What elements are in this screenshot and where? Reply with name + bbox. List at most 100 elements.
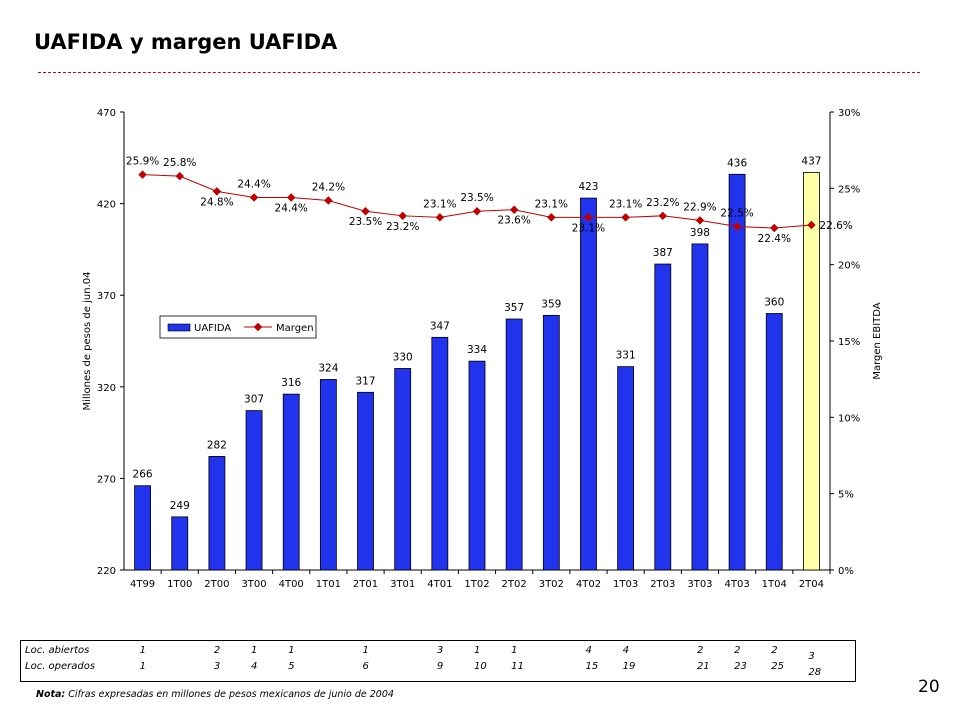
y2-tick-label: 30% <box>838 108 860 119</box>
title-divider <box>38 72 920 73</box>
bar-uafida <box>580 197 597 571</box>
y2-tick-label: 20% <box>838 261 860 272</box>
margin-point <box>398 211 407 221</box>
stats-cell: 1 <box>288 645 295 656</box>
bar-value-label: 316 <box>281 377 301 389</box>
bar-uafida <box>171 516 189 571</box>
bar-value-label: 387 <box>653 247 673 259</box>
stats-row-label: Loc. operados <box>25 661 96 672</box>
uafida-chart: 220 270 320 370 420 470 0% 5% 10% 15% 20% 25% 30% Mil… <box>82 108 883 590</box>
y-tick-label: 220 <box>97 566 116 577</box>
stats-cell: 2 <box>213 645 221 656</box>
margin-value-label: 23.5% <box>349 216 382 228</box>
y-tick-label: 370 <box>97 291 116 302</box>
y2-tick-label: 5% <box>838 490 854 501</box>
x-tick-label: 2T04 <box>799 579 824 590</box>
x-tick-label: 4T02 <box>576 579 601 590</box>
stats-cell: 6 <box>362 661 369 672</box>
bar-value-label: 360 <box>764 297 784 309</box>
bar-value-label: 436 <box>727 157 747 169</box>
bar-value-label: 347 <box>430 320 450 332</box>
margin-point <box>435 213 445 222</box>
margin-value-label: 23.2% <box>386 221 419 233</box>
x-tick-label: 2T01 <box>353 579 378 590</box>
stats-cell: 3 <box>436 645 444 656</box>
y-tick-label: 420 <box>97 200 116 211</box>
bar-uafida <box>208 456 226 571</box>
legend-marker-margen <box>253 322 263 332</box>
legend-box <box>159 315 317 339</box>
bar-uafida <box>357 391 374 571</box>
margin-point <box>212 187 222 196</box>
margin-point <box>621 213 630 222</box>
margin-point <box>509 205 519 214</box>
stats-cell: 1 <box>251 645 258 656</box>
bar-uafida <box>394 368 412 571</box>
legend-label-margen: Margen <box>276 323 314 334</box>
stats-cell: 2 <box>771 645 778 656</box>
y-tick-label: 470 <box>97 108 116 119</box>
legend-label-uafida: UAFIDA <box>194 323 231 334</box>
margin-value-label: 24.8% <box>200 196 233 208</box>
margin-point <box>249 193 259 202</box>
bar-uafida <box>654 263 672 571</box>
bar-value-label: 423 <box>578 181 598 193</box>
stats-cell: 23 <box>734 661 747 672</box>
margin-value-label: 23.1% <box>535 198 568 210</box>
bar-uafida <box>803 172 820 571</box>
margin-value-label: 24.2% <box>312 182 345 194</box>
y2-tick-label: 25% <box>838 184 860 195</box>
x-tick-label: 2T03 <box>650 579 675 590</box>
margin-value-label: 23.1% <box>609 198 642 210</box>
margin-value-label: 22.6% <box>819 220 852 232</box>
stats-cell: 4 <box>251 661 258 672</box>
bar-uafida <box>542 314 560 571</box>
footnote-label: Nota: <box>36 689 66 700</box>
bar-value-label: 317 <box>356 375 376 387</box>
stats-cell: 1 <box>362 645 369 656</box>
margin-point <box>658 211 668 221</box>
margin-point <box>175 171 184 181</box>
y2-tick-label: 0% <box>838 566 854 577</box>
bar-value-label: 307 <box>244 394 264 406</box>
x-tick-label: 2T02 <box>502 579 527 590</box>
x-tick-label: 4T99 <box>130 579 155 590</box>
bar-value-label: 437 <box>801 155 821 167</box>
bar-uafida <box>728 173 746 571</box>
x-tick-label: 2T00 <box>204 579 229 590</box>
margin-point <box>472 206 482 216</box>
margin-point <box>324 196 333 205</box>
stats-cell: 28 <box>808 667 822 678</box>
bar-value-label: 282 <box>207 439 227 451</box>
bar-value-label: 266 <box>133 469 153 481</box>
y-axis-title: Millones de pesos de jun.04 <box>82 272 93 411</box>
y2-tick-label: 10% <box>838 413 860 424</box>
stats-cell: 15 <box>585 661 599 672</box>
y2-tick-label: 15% <box>838 337 860 348</box>
bar-value-label: 359 <box>541 298 561 310</box>
margin-value-label: 23.5% <box>460 192 493 204</box>
bar-value-label: 324 <box>318 362 338 374</box>
x-tick-label: 3T03 <box>687 579 712 590</box>
x-tick-label: 1T04 <box>762 579 787 590</box>
y2-axis-title: Margen EBITDA <box>872 302 883 379</box>
x-tick-label: 4T00 <box>279 579 304 590</box>
bar-uafida <box>468 360 486 571</box>
margin-value-label: 25.9% <box>126 156 159 168</box>
margin-point <box>361 206 370 216</box>
margin-value-label: 24.4% <box>275 202 308 214</box>
y-tick-label: 320 <box>97 383 116 394</box>
x-tick-label: 1T02 <box>464 579 489 590</box>
margin-value-label: 23.2% <box>646 197 679 209</box>
bar-value-label: 398 <box>690 227 710 239</box>
bar-value-label: 334 <box>467 344 487 356</box>
margin-value-label: 22.5% <box>720 208 753 220</box>
margin-point <box>547 213 556 222</box>
margin-value-label: 24.4% <box>237 178 270 190</box>
bar-uafida <box>431 336 449 571</box>
bar-uafida <box>319 379 337 571</box>
stats-cell: 10 <box>474 661 487 672</box>
stats-cell: 4 <box>585 645 592 656</box>
bar-uafida <box>134 485 151 571</box>
bar-value-label: 330 <box>393 351 413 363</box>
